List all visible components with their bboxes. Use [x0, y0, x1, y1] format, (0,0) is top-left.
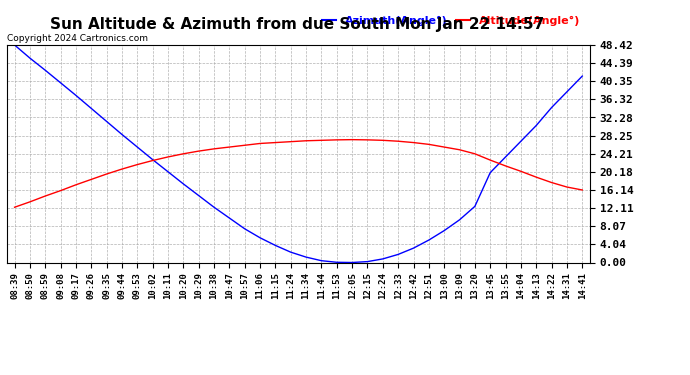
Text: Sun Altitude & Azimuth from due South Mon Jan 22 14:57: Sun Altitude & Azimuth from due South Mo…	[50, 17, 544, 32]
Legend: Azimuth(Angle°), Altitude(Angle°): Azimuth(Angle°), Altitude(Angle°)	[318, 11, 584, 30]
Text: Copyright 2024 Cartronics.com: Copyright 2024 Cartronics.com	[7, 34, 148, 43]
